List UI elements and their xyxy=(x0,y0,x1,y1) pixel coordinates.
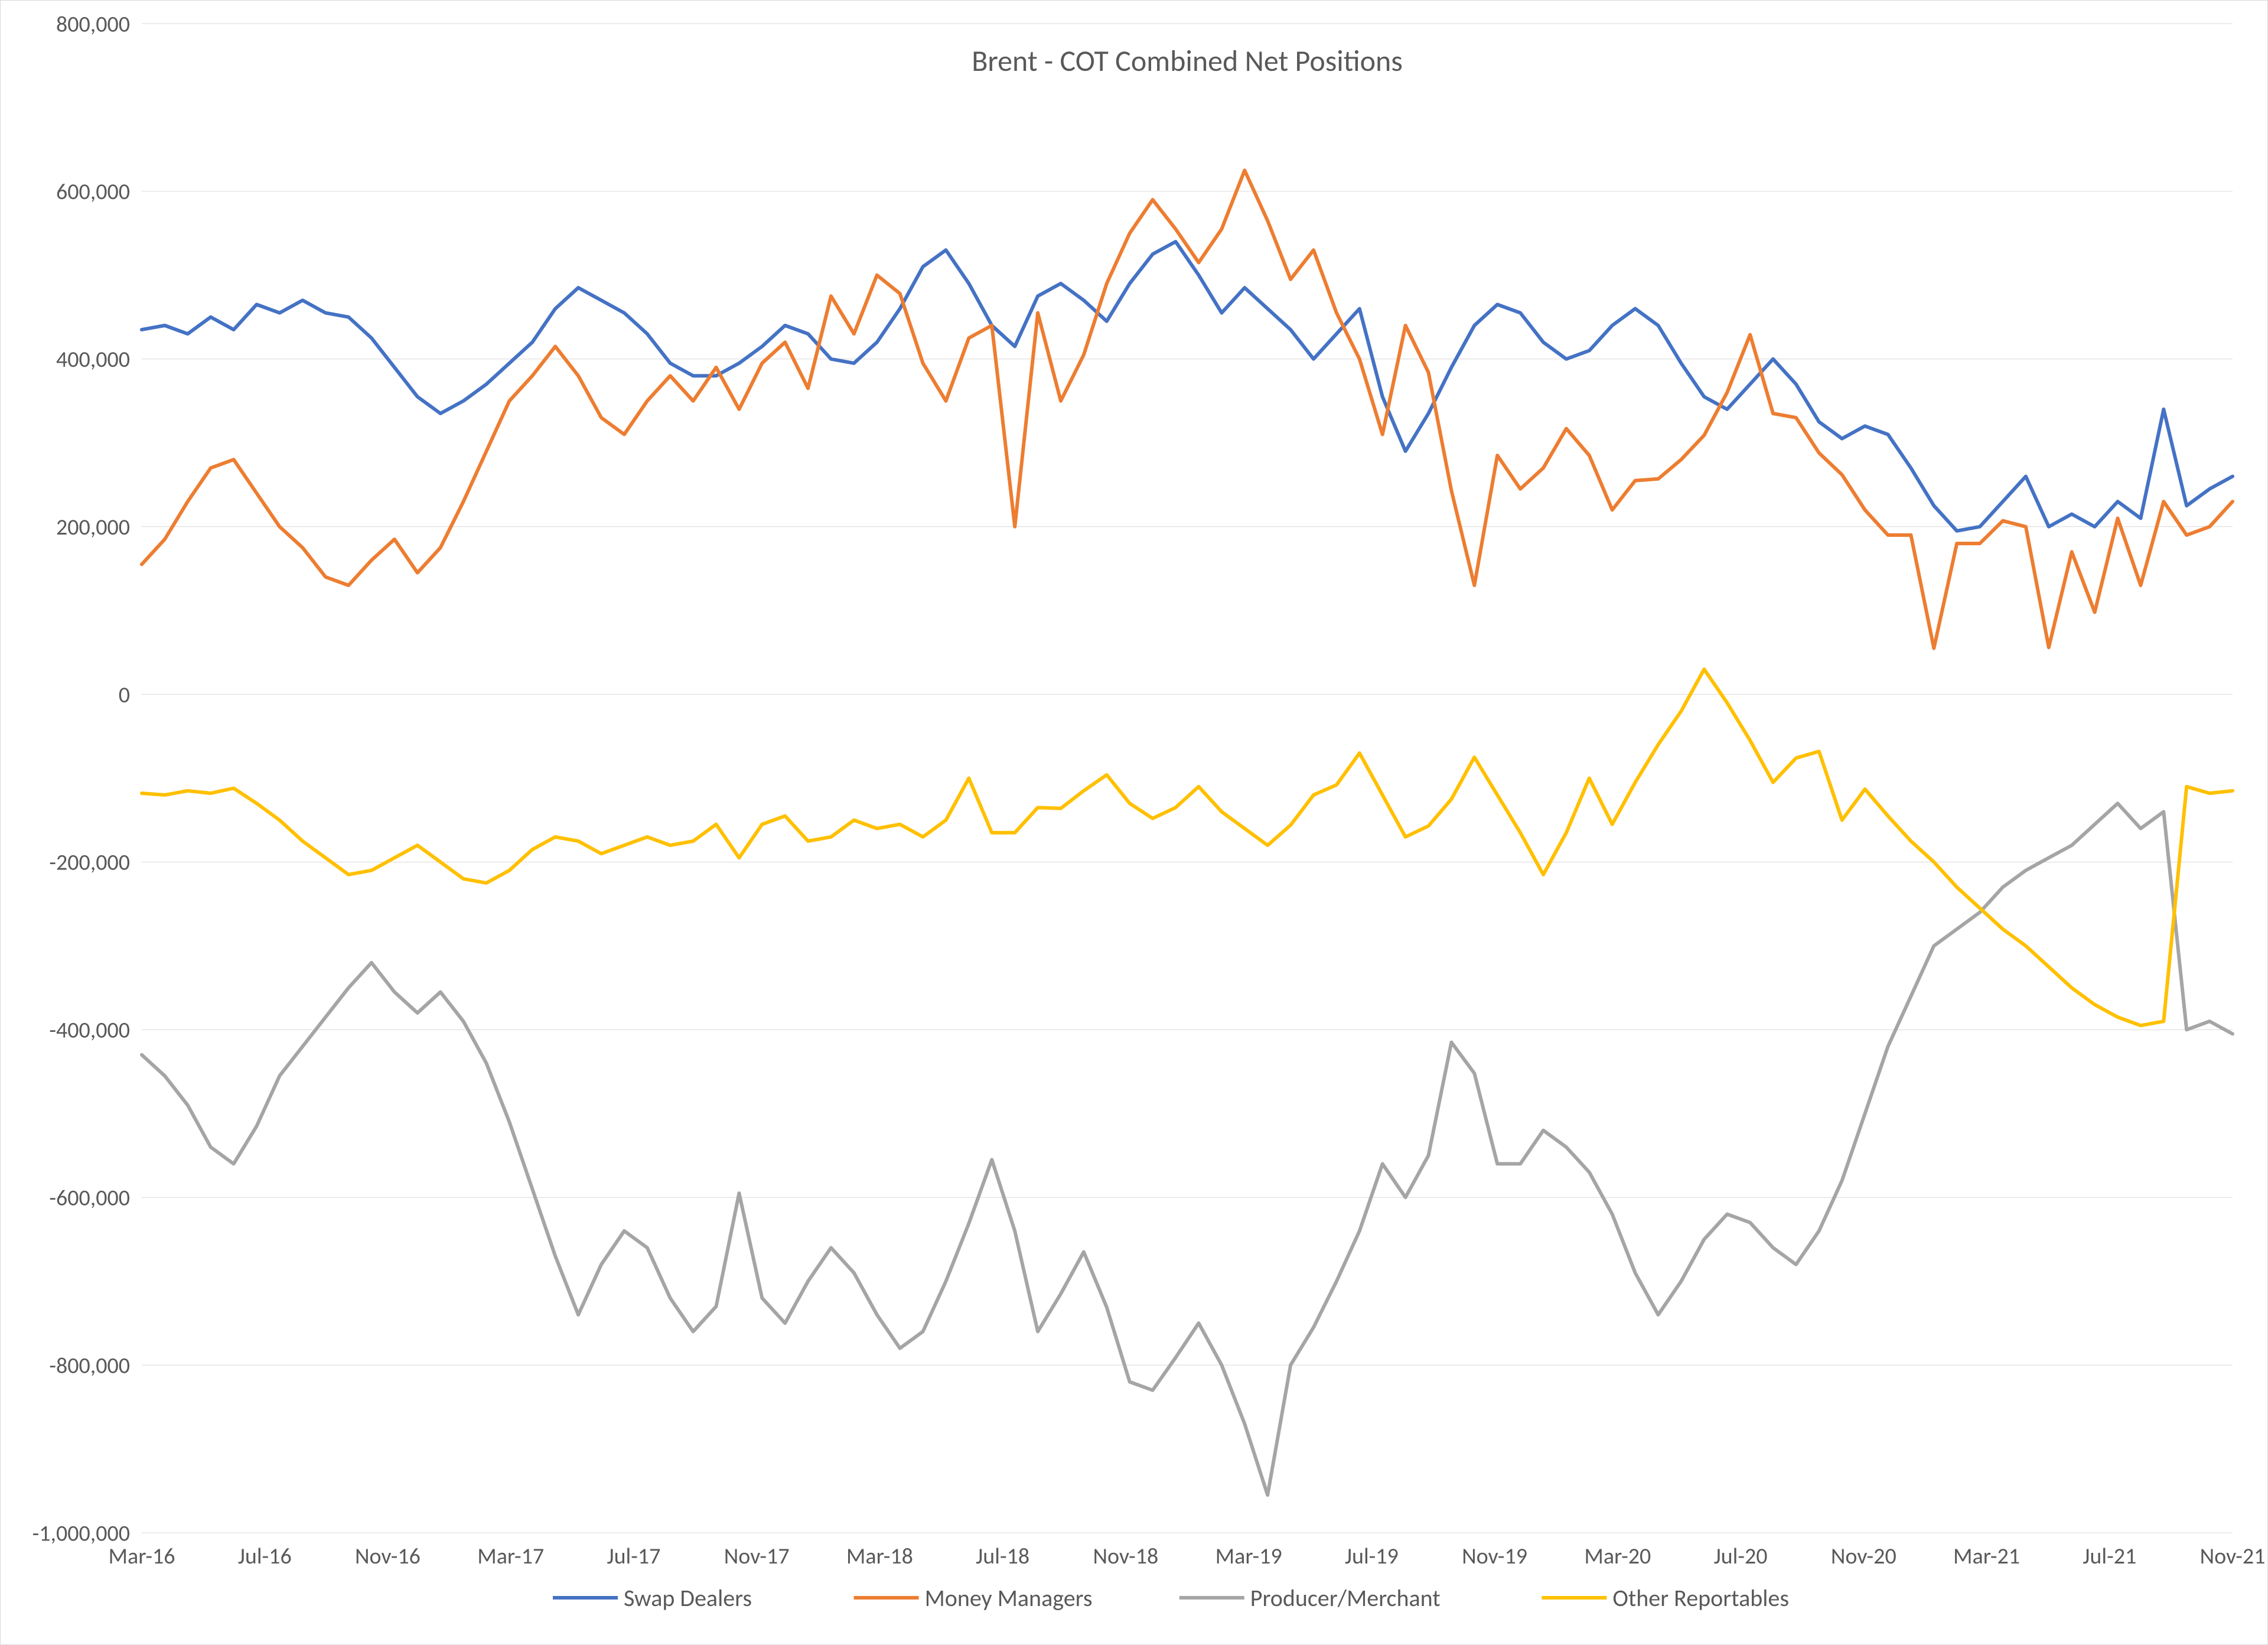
chart-container: -1,000,000-800,000-600,000-400,000-200,0… xyxy=(0,0,2268,1645)
x-tick-label: Jul-21 xyxy=(2083,1543,2136,1570)
x-tick-label: Mar-20 xyxy=(1584,1543,1651,1570)
x-tick-label: Jul-20 xyxy=(1714,1543,1768,1570)
x-tick-label: Mar-19 xyxy=(1216,1543,1282,1570)
x-tick-label: Nov-17 xyxy=(724,1543,790,1570)
y-tick-label: 200,000 xyxy=(56,514,130,541)
y-tick-label: 600,000 xyxy=(56,178,130,206)
line-chart: -1,000,000-800,000-600,000-400,000-200,0… xyxy=(0,0,2268,1645)
series-line xyxy=(142,803,2233,1495)
x-tick-label: Jul-16 xyxy=(238,1543,292,1570)
series-line xyxy=(142,242,2233,531)
series-line xyxy=(142,170,2233,648)
x-tick-label: Mar-17 xyxy=(477,1543,544,1570)
x-tick-label: Jul-19 xyxy=(1345,1543,1399,1570)
legend-label: Other Reportables xyxy=(1612,1584,1789,1613)
series-line xyxy=(142,669,2233,1025)
x-tick-label: Jul-18 xyxy=(976,1543,1029,1570)
y-tick-label: -200,000 xyxy=(49,849,130,877)
y-tick-label: -400,000 xyxy=(49,1017,130,1044)
y-tick-label: -800,000 xyxy=(49,1352,130,1379)
legend-label: Swap Dealers xyxy=(624,1584,752,1613)
x-tick-label: Jul-17 xyxy=(607,1543,660,1570)
x-tick-label: Nov-19 xyxy=(1462,1543,1527,1570)
chart-title: Brent - COT Combined Net Positions xyxy=(972,43,1403,79)
y-tick-label: -600,000 xyxy=(49,1185,130,1212)
y-tick-label: 0 xyxy=(119,682,130,709)
x-tick-label: Mar-21 xyxy=(1953,1543,2020,1570)
x-tick-label: Mar-18 xyxy=(846,1543,913,1570)
x-tick-label: Nov-20 xyxy=(1831,1543,1896,1570)
legend-label: Money Managers xyxy=(925,1584,1093,1613)
legend-label: Producer/Merchant xyxy=(1250,1584,1441,1613)
x-tick-label: Nov-16 xyxy=(355,1543,421,1570)
x-tick-label: Nov-18 xyxy=(1093,1543,1158,1570)
x-tick-label: Mar-16 xyxy=(109,1543,175,1570)
x-tick-label: Nov-21 xyxy=(2200,1543,2266,1570)
y-tick-label: 400,000 xyxy=(56,346,130,373)
y-tick-label: 800,000 xyxy=(56,11,130,38)
